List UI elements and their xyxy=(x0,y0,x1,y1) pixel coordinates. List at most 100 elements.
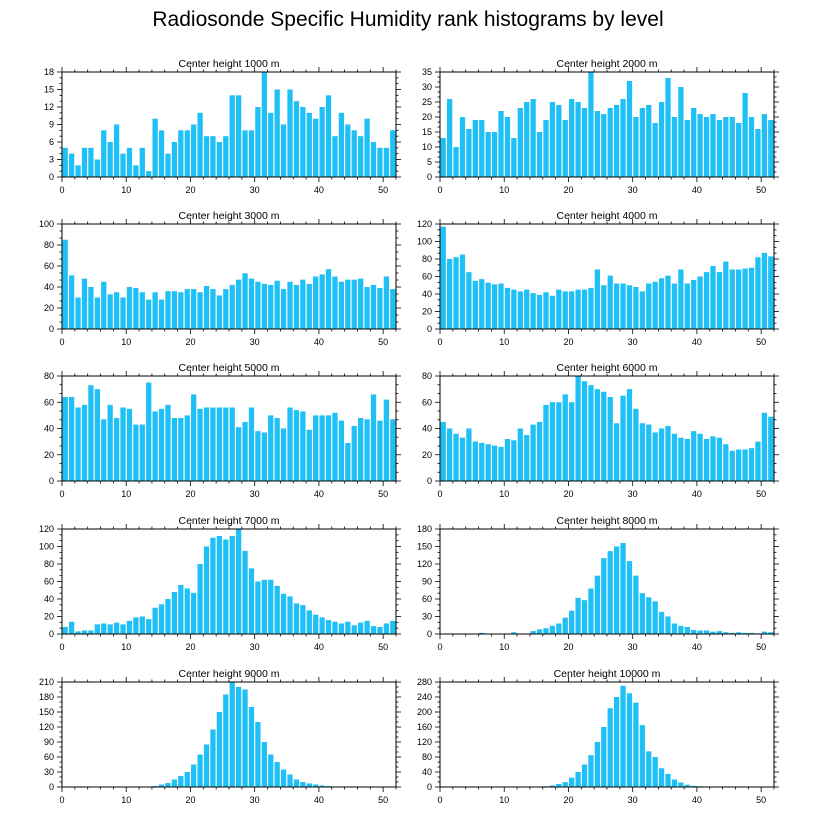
histogram-bar xyxy=(639,725,645,787)
histogram-panel: Center height 4000 m 0 10 20 30 40 50 0 20 40 60 80… xyxy=(417,210,779,347)
histogram-bar xyxy=(313,118,319,177)
histogram-bar xyxy=(716,272,723,329)
histogram-bar xyxy=(504,439,511,481)
histogram-bar xyxy=(306,610,312,634)
histogram-bar xyxy=(81,278,88,329)
histogram-bar xyxy=(607,397,613,481)
histogram-bar xyxy=(178,418,184,481)
histogram-bar xyxy=(75,407,81,481)
histogram-bar xyxy=(377,147,383,177)
histogram-bar xyxy=(556,402,562,481)
panel-title: Center height 9000 m xyxy=(179,668,280,680)
x-tick-label: 40 xyxy=(692,642,702,652)
x-tick-label: 30 xyxy=(250,337,260,347)
histogram-bar xyxy=(197,408,203,481)
histogram-bar xyxy=(383,147,389,177)
histogram-bar xyxy=(678,87,684,177)
histogram-bar xyxy=(300,279,306,329)
histogram-bar xyxy=(626,561,633,634)
histogram-bar xyxy=(158,408,165,481)
histogram-bar xyxy=(755,441,761,481)
histogram-bar xyxy=(684,120,690,177)
histogram-bar xyxy=(268,415,274,481)
histogram-bar xyxy=(569,402,575,481)
histogram-bar xyxy=(588,385,594,481)
histogram-bar xyxy=(81,630,88,634)
histogram-bar xyxy=(549,402,556,481)
histogram-bar xyxy=(684,283,690,329)
histogram-bar xyxy=(370,284,377,329)
histogram-bar xyxy=(248,568,255,634)
histogram-bar xyxy=(575,376,581,481)
histogram-bar xyxy=(742,93,748,177)
histogram-bar xyxy=(511,632,517,634)
histogram-bar xyxy=(319,617,325,634)
histogram-bar xyxy=(536,629,543,634)
histogram-bar xyxy=(280,769,287,787)
y-tick-label: 35 xyxy=(422,67,432,77)
x-tick-label: 40 xyxy=(314,795,324,805)
y-tick-label: 20 xyxy=(44,450,54,460)
histogram-bar xyxy=(248,278,255,329)
histogram-bar xyxy=(69,621,75,634)
histogram-bar xyxy=(133,424,139,481)
histogram-bar xyxy=(101,130,107,177)
histogram-bar xyxy=(120,407,126,481)
y-tick-label: 40 xyxy=(422,289,432,299)
x-tick-label: 20 xyxy=(185,642,195,652)
histogram-bar xyxy=(652,601,658,634)
histogram-bar xyxy=(191,124,197,177)
x-tick-label: 0 xyxy=(59,489,64,499)
y-tick-label: 60 xyxy=(422,594,432,604)
histogram-bar xyxy=(440,421,446,481)
histogram-bar xyxy=(351,625,357,634)
histogram-bar xyxy=(345,279,351,329)
histogram-bar xyxy=(581,289,588,329)
x-tick-label: 30 xyxy=(628,489,638,499)
histogram-bar xyxy=(62,239,68,329)
x-tick-label: 10 xyxy=(499,185,509,195)
histogram-bar xyxy=(498,446,504,481)
histogram-bar xyxy=(716,631,723,634)
y-tick-label: 25 xyxy=(422,97,432,107)
x-tick-label: 40 xyxy=(314,185,324,195)
histogram-bar xyxy=(338,420,345,481)
histogram-bar xyxy=(94,624,100,634)
histogram-bar xyxy=(197,564,203,634)
histogram-bar xyxy=(158,130,165,177)
y-tick-label: 18 xyxy=(44,67,54,77)
histogram-bar xyxy=(556,623,562,634)
histogram-bar xyxy=(472,280,478,329)
histogram-bar xyxy=(684,784,690,787)
histogram-bar xyxy=(671,433,678,481)
y-tick-label: 60 xyxy=(44,752,54,762)
histogram-bar xyxy=(255,722,261,787)
x-tick-label: 50 xyxy=(756,642,766,652)
histogram-bar xyxy=(210,136,216,177)
histogram-bar xyxy=(479,279,485,329)
histogram-bar xyxy=(620,685,626,787)
histogram-bar xyxy=(498,283,504,329)
histogram-bar xyxy=(242,273,248,329)
histogram-bar xyxy=(229,407,235,481)
histogram-bar xyxy=(229,95,235,177)
x-tick-label: 40 xyxy=(692,489,702,499)
histogram-bar xyxy=(197,112,203,177)
histogram-bar xyxy=(306,283,312,329)
histogram-bar xyxy=(268,112,274,177)
x-tick-label: 50 xyxy=(378,642,388,652)
histogram-bar xyxy=(440,138,446,177)
histogram-bar xyxy=(742,449,748,481)
histogram-bar xyxy=(319,785,325,787)
histogram-bar xyxy=(210,537,216,634)
histogram-bar xyxy=(261,283,267,329)
y-tick-label: 100 xyxy=(39,542,54,552)
y-tick-label: 280 xyxy=(417,677,432,687)
histogram-bar xyxy=(601,114,607,177)
histogram-bar xyxy=(319,274,325,329)
histogram-bar xyxy=(306,429,312,481)
x-tick-label: 20 xyxy=(185,185,195,195)
histogram-bar xyxy=(665,616,671,634)
histogram-bar xyxy=(191,394,197,481)
histogram-bar xyxy=(319,415,325,481)
